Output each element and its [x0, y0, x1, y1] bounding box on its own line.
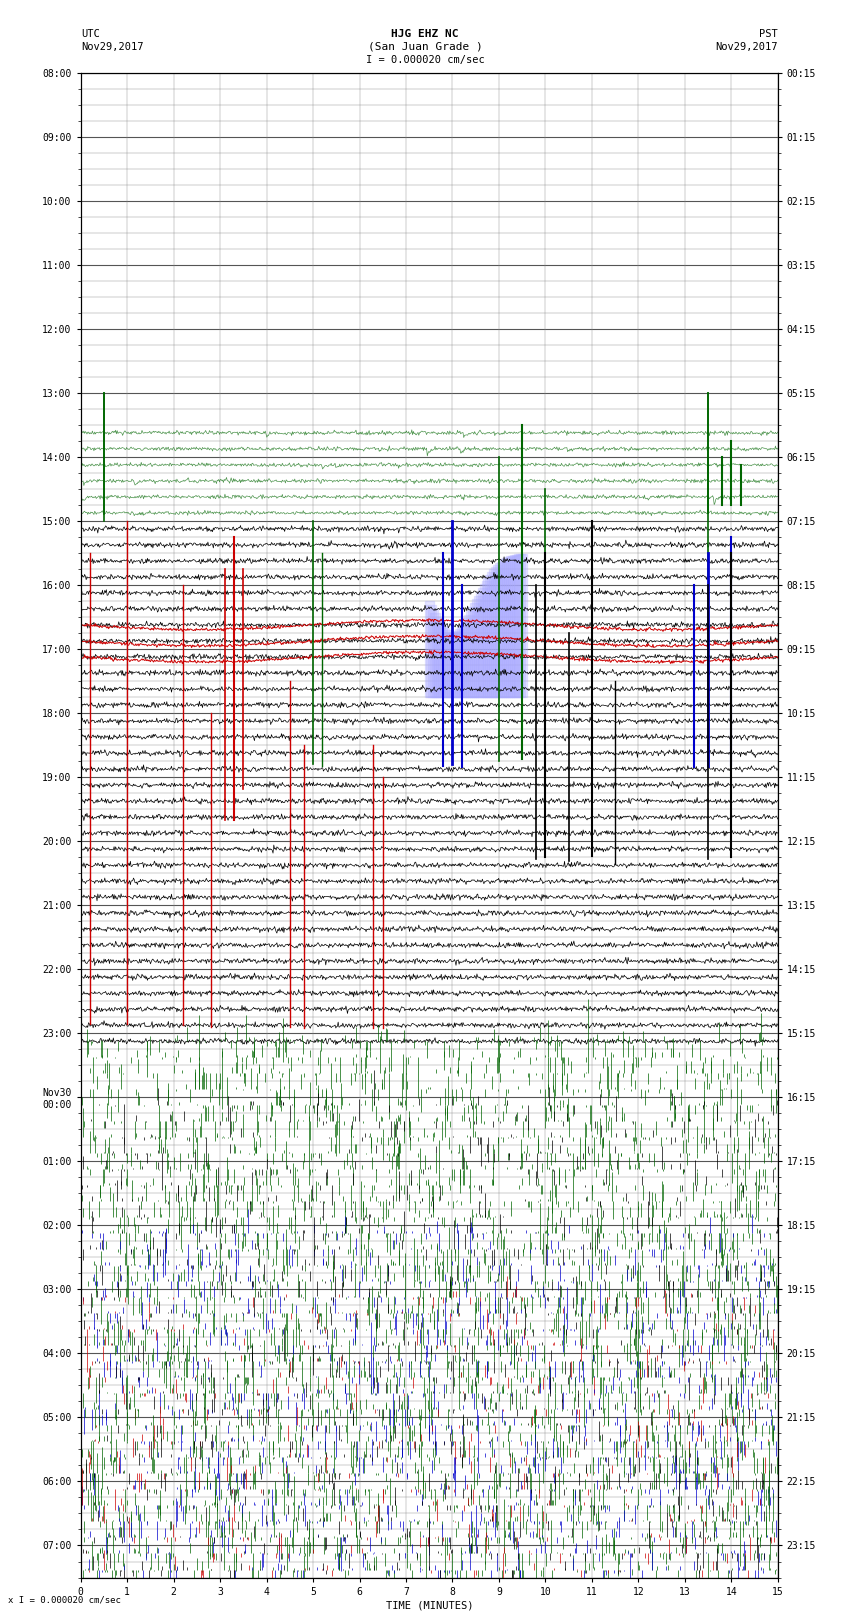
Text: Nov29,2017: Nov29,2017: [715, 42, 778, 52]
X-axis label: TIME (MINUTES): TIME (MINUTES): [386, 1600, 473, 1611]
Text: Nov29,2017: Nov29,2017: [81, 42, 144, 52]
Text: HJG EHZ NC: HJG EHZ NC: [391, 29, 459, 39]
Text: I = 0.000020 cm/sec: I = 0.000020 cm/sec: [366, 55, 484, 65]
Text: x I = 0.000020 cm/sec: x I = 0.000020 cm/sec: [8, 1595, 122, 1605]
Text: PST: PST: [759, 29, 778, 39]
Text: UTC: UTC: [81, 29, 99, 39]
Text: (San Juan Grade ): (San Juan Grade ): [367, 42, 483, 52]
